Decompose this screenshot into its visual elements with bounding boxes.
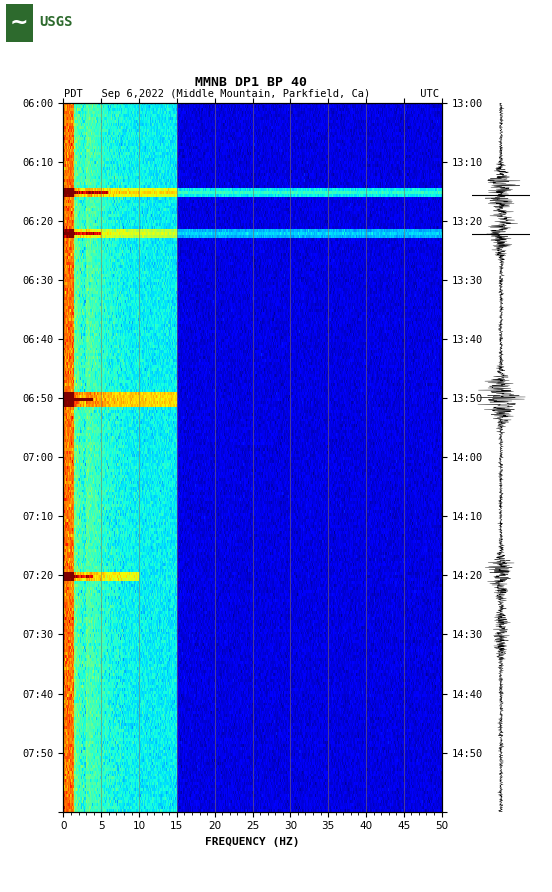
Text: PDT   Sep 6,2022 (Middle Mountain, Parkfield, Ca)        UTC: PDT Sep 6,2022 (Middle Mountain, Parkfie…	[63, 88, 439, 99]
FancyBboxPatch shape	[6, 4, 33, 43]
Text: ~: ~	[10, 12, 29, 32]
Text: USGS: USGS	[39, 15, 72, 29]
X-axis label: FREQUENCY (HZ): FREQUENCY (HZ)	[205, 837, 300, 847]
Text: MMNB DP1 BP 40: MMNB DP1 BP 40	[195, 76, 307, 88]
